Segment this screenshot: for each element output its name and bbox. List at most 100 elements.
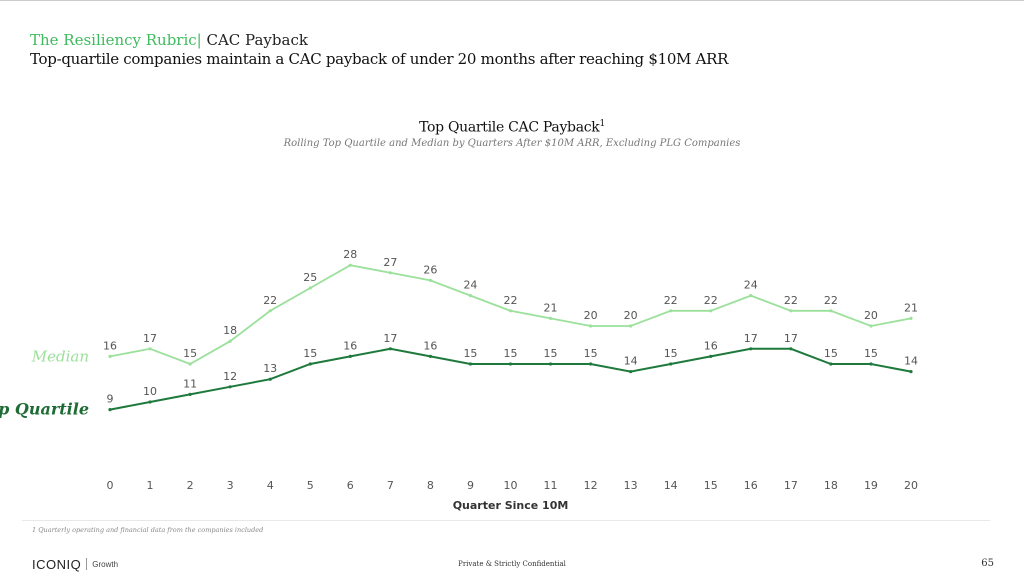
median-point	[669, 309, 673, 313]
x-tick-label: 7	[387, 479, 394, 492]
x-tick-label: 9	[467, 479, 474, 492]
chart-subtitle: Rolling Top Quartile and Median by Quart…	[283, 138, 741, 149]
top-quartile-data-label: 12	[223, 370, 237, 383]
x-tick-label: 10	[504, 479, 518, 492]
top-quartile-data-label: 13	[263, 362, 277, 375]
top-quartile-point	[148, 400, 152, 404]
median-point	[228, 339, 232, 343]
median-data-label: 22	[824, 294, 838, 307]
top-quartile-point	[548, 362, 553, 366]
x-tick-label: 16	[744, 479, 758, 492]
chart-title-text: Top Quartile CAC Payback	[419, 119, 600, 136]
top-quartile-data-label: 15	[303, 347, 317, 360]
median-data-label: 18	[223, 324, 237, 337]
footnote: 1 Quarterly operating and financial data…	[32, 526, 264, 534]
median-data-label: 21	[904, 301, 918, 314]
median-data-label: 17	[143, 332, 157, 345]
iconiq-logo: ICONIQ Growth	[32, 557, 118, 572]
median-data-label: 26	[423, 263, 437, 276]
median-data-label: 24	[463, 279, 477, 292]
median-point	[709, 309, 713, 313]
median-point	[108, 354, 112, 358]
median-point	[348, 263, 352, 267]
top-quartile-point	[909, 370, 913, 374]
top-quartile-point	[348, 354, 352, 358]
top-quartile-data-label: 14	[624, 355, 638, 368]
x-tick-label: 20	[904, 479, 918, 492]
median-data-label: 24	[744, 279, 758, 292]
top-quartile-point	[308, 362, 312, 366]
top-divider	[0, 0, 1024, 1]
x-tick-label: 14	[664, 479, 678, 492]
page-number: 65	[981, 558, 994, 569]
top-quartile-data-label: 15	[463, 347, 477, 360]
x-tick-label: 11	[544, 479, 558, 492]
top-quartile-data-label: 9	[107, 393, 114, 406]
median-point	[548, 316, 553, 320]
footnote-marker: 1	[599, 119, 605, 129]
median-data-label: 15	[183, 347, 197, 360]
x-tick-label: 8	[427, 479, 434, 492]
median-point	[909, 316, 913, 320]
footer-divider	[22, 520, 990, 521]
x-tick-label: 15	[704, 479, 718, 492]
median-data-label: 22	[784, 294, 798, 307]
median-data-label: 22	[504, 294, 518, 307]
top-quartile-point	[468, 362, 473, 366]
median-point	[589, 324, 593, 328]
median-point	[308, 286, 312, 290]
median-data-label: 27	[383, 256, 397, 269]
section-kicker: The Resiliency Rubric| CAC Payback	[30, 31, 308, 49]
x-tick-label: 1	[147, 479, 154, 492]
median-data-label: 16	[103, 339, 117, 352]
x-tick-label: 12	[584, 479, 598, 492]
top-quartile-point	[749, 347, 753, 351]
x-tick-label: 19	[864, 479, 878, 492]
top-quartile-point	[388, 347, 392, 351]
median-data-label: 25	[303, 271, 317, 284]
median-data-label: 21	[544, 301, 558, 314]
top-quartile-point	[629, 370, 633, 374]
logo-sub: Growth	[92, 560, 119, 569]
top-quartile-data-label: 15	[504, 347, 518, 360]
top-quartile-data-label: 17	[744, 332, 758, 345]
median-point	[468, 294, 473, 298]
median-point	[388, 271, 392, 275]
top-quartile-point	[508, 362, 513, 366]
median-point	[869, 324, 873, 328]
x-tick-label: 6	[347, 479, 354, 492]
x-tick-label: 0	[107, 479, 114, 492]
x-tick-label: 4	[267, 479, 274, 492]
top-quartile-data-label: 14	[904, 355, 918, 368]
median-point	[789, 309, 793, 313]
median-point	[188, 362, 192, 366]
median-point	[148, 347, 152, 351]
median-point	[268, 309, 272, 313]
kicker-topic: CAC Payback	[201, 31, 308, 49]
chart-title: Top Quartile CAC Payback1	[0, 119, 1024, 136]
x-tick-label: 18	[824, 479, 838, 492]
x-axis-title: Quarter Since 10M	[453, 499, 569, 512]
top-quartile-point	[268, 377, 272, 381]
slide-headline: Top-quartile companies maintain a CAC pa…	[30, 50, 729, 68]
top-quartile-point	[188, 392, 192, 396]
top-quartile-point	[428, 354, 432, 358]
median-data-label: 28	[343, 248, 357, 261]
top-quartile-point	[228, 385, 232, 389]
kicker-series: The Resiliency Rubric|	[30, 31, 202, 49]
top-quartile-point	[869, 362, 873, 366]
top-quartile-point	[108, 408, 112, 412]
median-data-label: 20	[624, 309, 638, 322]
median-data-label: 22	[263, 294, 277, 307]
top-quartile-data-label: 17	[784, 332, 798, 345]
top-quartile-data-label: 16	[423, 339, 437, 352]
top-quartile-data-label: 15	[824, 347, 838, 360]
x-tick-label: 13	[624, 479, 638, 492]
top-quartile-point	[709, 354, 713, 358]
median-point	[629, 324, 633, 328]
x-tick-label: 5	[307, 479, 314, 492]
x-tick-label: 3	[227, 479, 234, 492]
top-quartile-point	[589, 362, 593, 366]
top-quartile-data-label: 15	[864, 347, 878, 360]
